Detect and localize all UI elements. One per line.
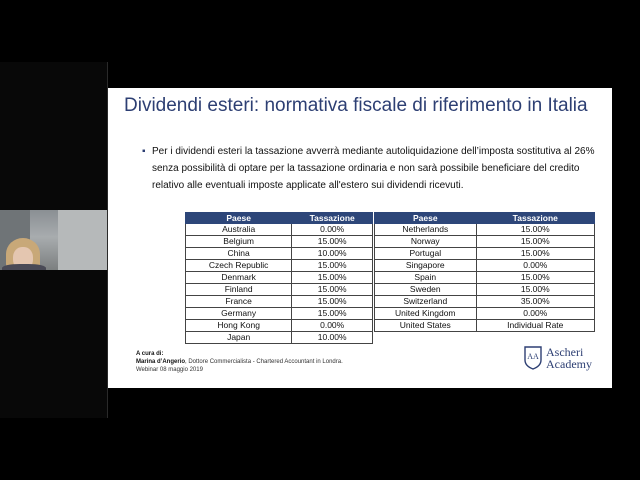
- country-cell: China: [184, 247, 293, 260]
- table-row: Sweden 15.00%: [374, 283, 596, 296]
- column-header-tax: Tassazione: [475, 212, 596, 224]
- tax-rate-cell: 0.00%: [291, 223, 373, 236]
- slide-title: Dividendi esteri: normativa fiscale di r…: [124, 95, 588, 116]
- country-cell: Norway: [374, 235, 477, 248]
- country-cell: Belgium: [184, 235, 293, 248]
- table-row: Netherlands 15.00%: [374, 223, 596, 236]
- table-row: Singapore 0.00%: [374, 259, 596, 272]
- tax-rate-cell: 15.00%: [475, 247, 596, 260]
- table-row: United Kingdom 0.00%: [374, 307, 596, 320]
- table-row: Germany 15.00%: [184, 307, 373, 320]
- country-cell: Czech Republic: [184, 259, 293, 272]
- tax-table-right: Paese Tassazione Netherlands 15.00% Norway…: [374, 212, 596, 332]
- slide-bullet: ▪ Per i dividendi esteri la tassazione a…: [142, 143, 604, 194]
- country-cell: Portugal: [374, 247, 477, 260]
- column-header-country: Paese: [374, 212, 477, 224]
- presenter-shirt: [2, 264, 46, 270]
- participant-video[interactable]: [0, 210, 107, 270]
- country-cell: Switzerland: [374, 295, 477, 308]
- presentation-slide: Dividendi esteri: normativa fiscale di r…: [108, 88, 612, 388]
- country-cell: United States: [374, 319, 477, 332]
- country-cell: Netherlands: [374, 223, 477, 236]
- tax-rate-cell: 0.00%: [475, 259, 596, 272]
- tax-rate-cell: 10.00%: [291, 331, 373, 344]
- logo-monogram: AA: [527, 352, 539, 361]
- tax-rate-cell: 15.00%: [475, 283, 596, 296]
- country-cell: Sweden: [374, 283, 477, 296]
- table-row: Belgium 15.00%: [184, 235, 373, 248]
- tax-rate-cell: Individual Rate: [475, 319, 596, 332]
- country-cell: Denmark: [184, 271, 293, 284]
- country-cell: Japan: [184, 331, 293, 344]
- footer-author-line: Marina d’Angerio, Dottore Commercialista…: [136, 358, 343, 366]
- bullet-text: Per i dividendi esteri la tassazione avv…: [152, 146, 595, 191]
- logo-line-2: Academy: [546, 357, 592, 371]
- country-cell: Hong Kong: [184, 319, 293, 332]
- tax-rate-cell: 15.00%: [475, 235, 596, 248]
- table-row: Denmark 15.00%: [184, 271, 373, 284]
- tax-rate-cell: 15.00%: [291, 295, 373, 308]
- tax-rate-cell: 15.00%: [475, 271, 596, 284]
- table-row: Finland 15.00%: [184, 283, 373, 296]
- table-row: United States Individual Rate: [374, 319, 596, 332]
- tax-rate-cell: 15.00%: [291, 283, 373, 296]
- country-cell: Spain: [374, 271, 477, 284]
- table-row: Spain 15.00%: [374, 271, 596, 284]
- table-row: Norway 15.00%: [374, 235, 596, 248]
- table-row: France 15.00%: [184, 295, 373, 308]
- country-cell: Finland: [184, 283, 293, 296]
- video-background-wall: [58, 210, 107, 270]
- tax-rate-cell: 15.00%: [475, 223, 596, 236]
- logo-line-1: Ascheri: [546, 345, 584, 359]
- tax-rate-cell: 15.00%: [291, 271, 373, 284]
- footer-author: Marina d’Angerio: [136, 359, 186, 365]
- tax-rate-cell: 15.00%: [291, 259, 373, 272]
- country-cell: Australia: [184, 223, 293, 236]
- bullet-square-icon: ▪: [142, 146, 146, 157]
- tax-rate-cell: 0.00%: [291, 319, 373, 332]
- logo-text: Ascheri Academy: [546, 346, 592, 370]
- table-header-row: Paese Tassazione: [374, 212, 596, 224]
- country-cell: United Kingdom: [374, 307, 477, 320]
- country-cell: France: [184, 295, 293, 308]
- table-row: Hong Kong 0.00%: [184, 319, 373, 332]
- tax-rate-cell: 15.00%: [291, 235, 373, 248]
- table-row: China 10.00%: [184, 247, 373, 260]
- ascheri-academy-logo: AA Ascheri Academy: [524, 346, 608, 374]
- column-header-tax: Tassazione: [291, 212, 373, 224]
- tax-rate-cell: 0.00%: [475, 307, 596, 320]
- country-cell: Singapore: [374, 259, 477, 272]
- table-row: Australia 0.00%: [184, 223, 373, 236]
- table-row: Switzerland 35.00%: [374, 295, 596, 308]
- footer-label: A cura di:: [136, 351, 164, 357]
- country-cell: Germany: [184, 307, 293, 320]
- tax-table-left: Paese Tassazione Australia 0.00% Belgium 15…: [184, 212, 373, 344]
- column-header-country: Paese: [184, 212, 293, 224]
- footer-author-role: , Dottore Commercialista - Chartered Acc…: [185, 359, 343, 365]
- footer-webinar-date: Webinar 08 maggio 2019: [136, 367, 203, 373]
- table-row: Japan 10.00%: [184, 331, 373, 344]
- tax-rate-cell: 15.00%: [291, 307, 373, 320]
- table-header-row: Paese Tassazione: [184, 212, 373, 224]
- shield-icon: AA: [524, 346, 542, 370]
- table-row: Portugal 15.00%: [374, 247, 596, 260]
- tax-rate-cell: 35.00%: [475, 295, 596, 308]
- tax-rate-cell: 10.00%: [291, 247, 373, 260]
- slide-footer: A cura di: Marina d’Angerio, Dottore Com…: [136, 350, 343, 374]
- table-row: Czech Republic 15.00%: [184, 259, 373, 272]
